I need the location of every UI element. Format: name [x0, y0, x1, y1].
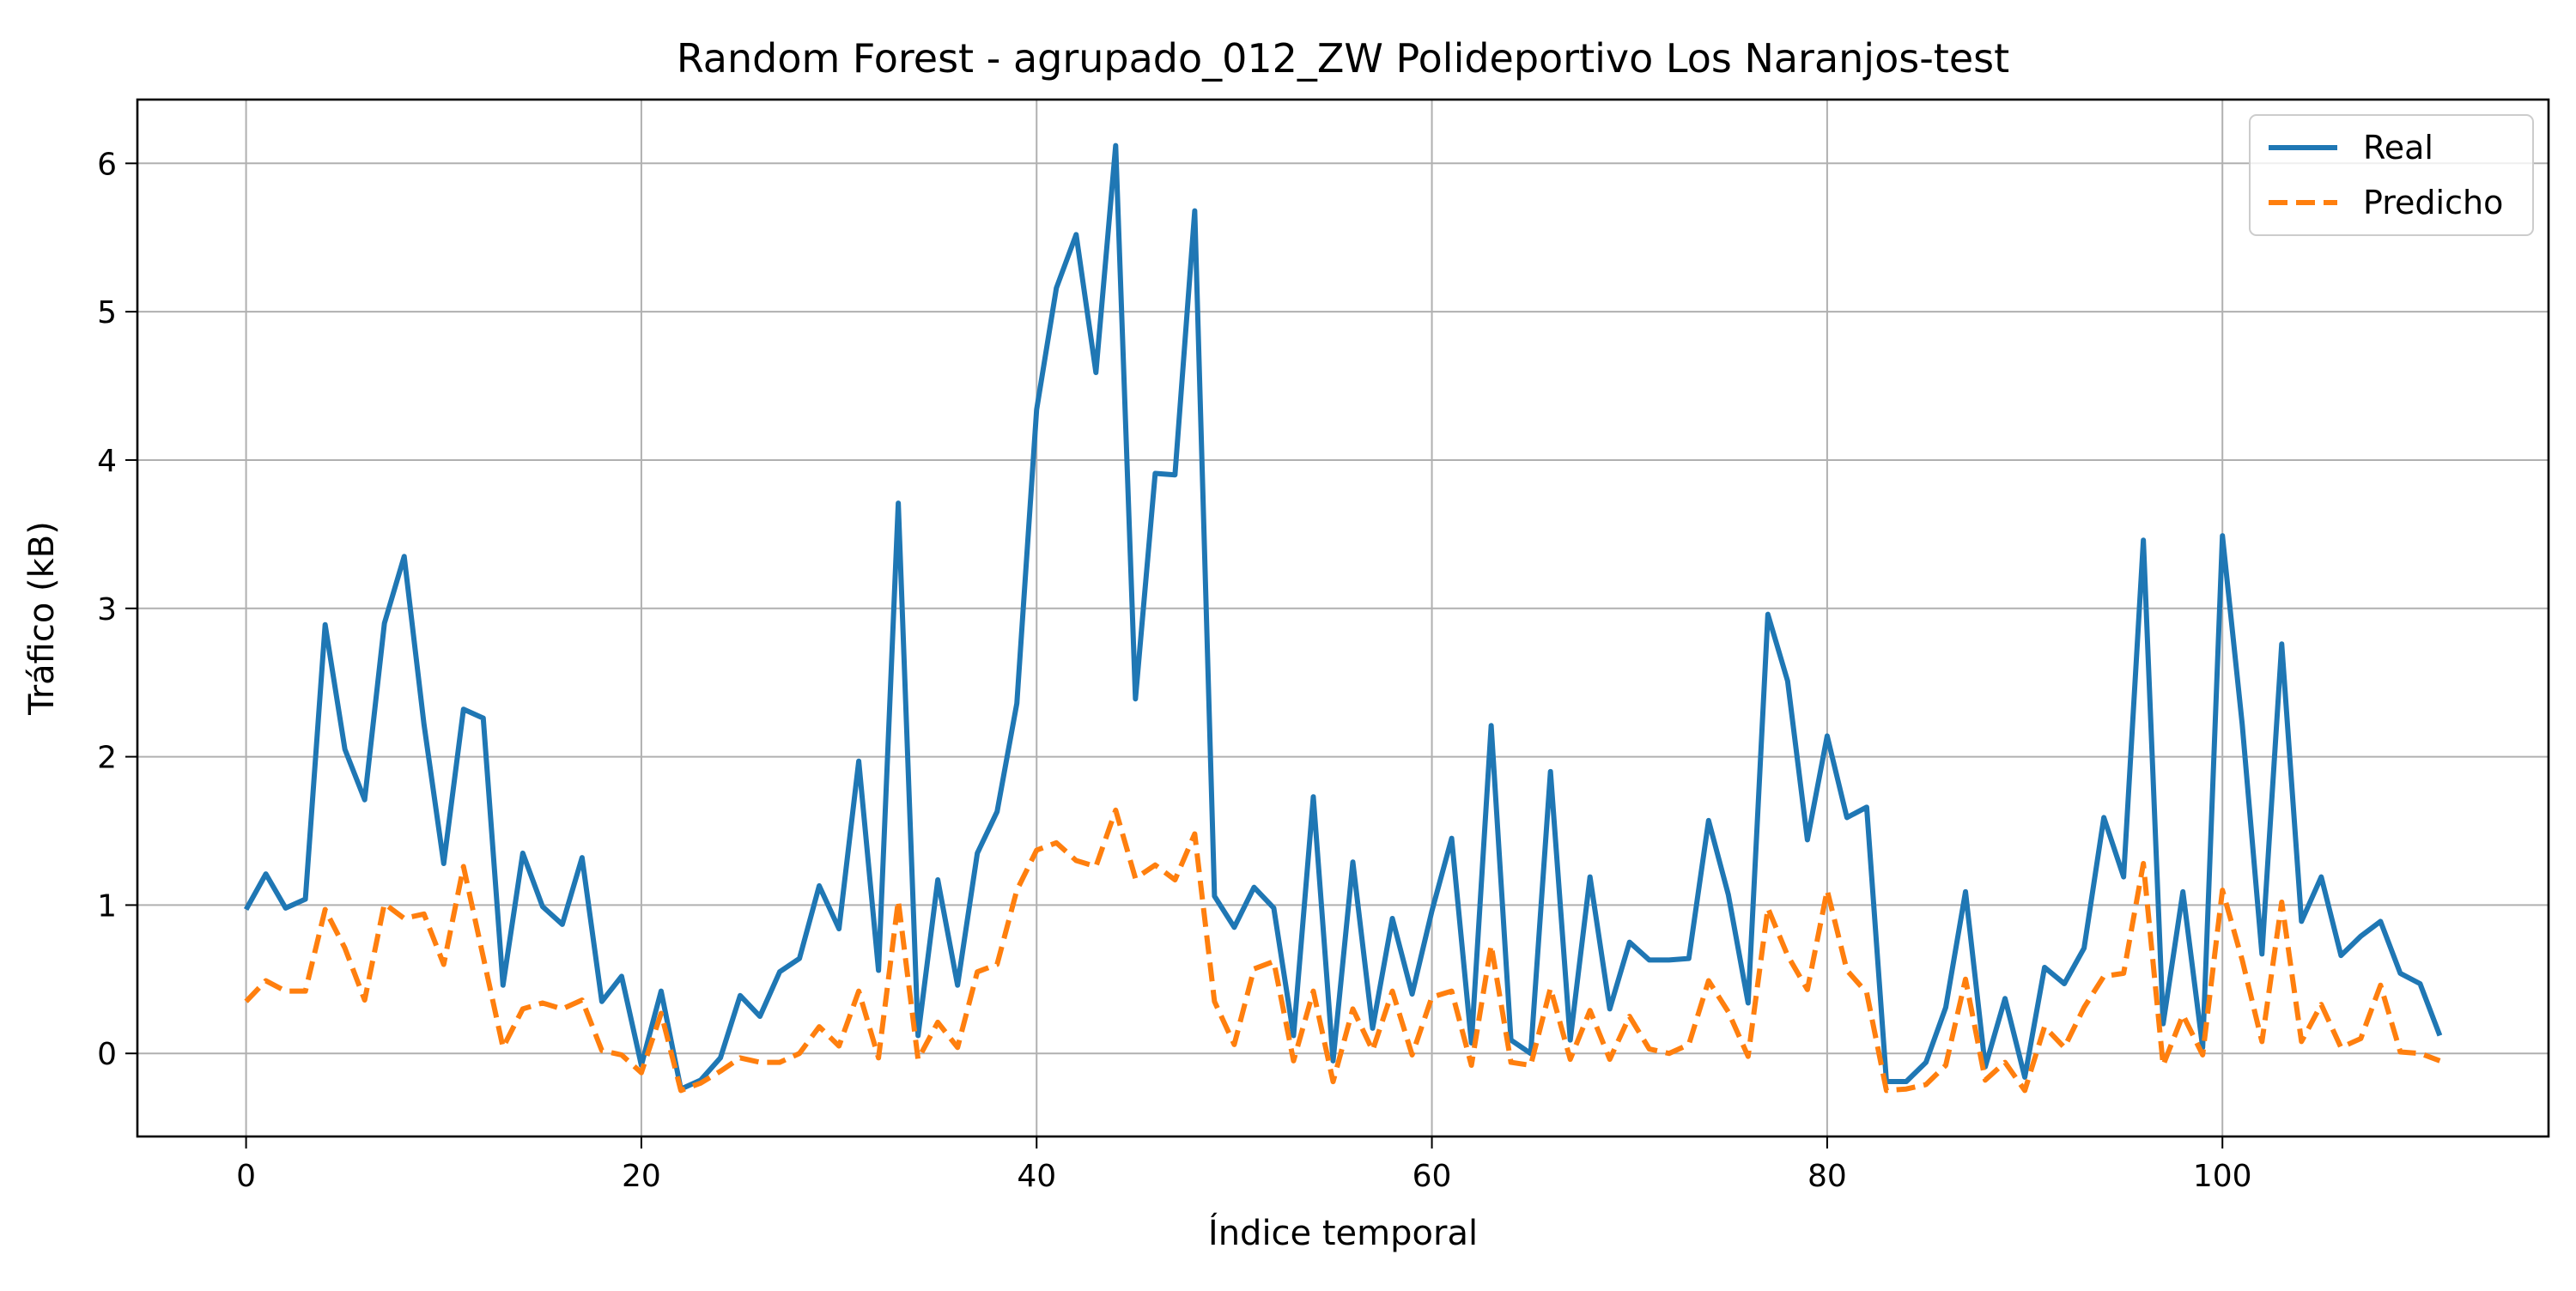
y-tick-label: 1 [97, 888, 117, 924]
y-tick-label: 0 [97, 1037, 117, 1072]
x-tick-label: 60 [1413, 1159, 1452, 1194]
series-line-predicho [244, 807, 2441, 1094]
x-axis-label: Índice temporal [1208, 1212, 1478, 1253]
x-tick-label: 40 [1017, 1159, 1056, 1194]
y-axis-label: Tráfico (kB) [22, 521, 62, 716]
legend-label: Real [2363, 129, 2433, 167]
series-lines [243, 142, 2443, 1094]
axis-ticks: 0 20 40 60 80 100 0 1 2 3 4 5 6 [97, 147, 2251, 1194]
y-tick-label: 3 [97, 592, 117, 627]
axes-frame [136, 98, 2550, 1138]
y-tick-label: 4 [97, 444, 117, 479]
y-tick-label: 6 [97, 147, 117, 182]
x-tick-label: 80 [1807, 1159, 1847, 1194]
legend-label: Predicho [2363, 184, 2503, 221]
series-line-real [243, 142, 2443, 1092]
x-tick-label: 20 [622, 1159, 661, 1194]
x-tick-label: 0 [236, 1159, 256, 1194]
y-tick-label: 2 [97, 741, 117, 776]
x-tick-label: 100 [2193, 1159, 2252, 1194]
chart-title: Random Forest - agrupado_012_ZW Polidepo… [677, 35, 2009, 82]
y-tick-label: 5 [97, 295, 117, 330]
legend: Real Predicho [2249, 114, 2534, 236]
